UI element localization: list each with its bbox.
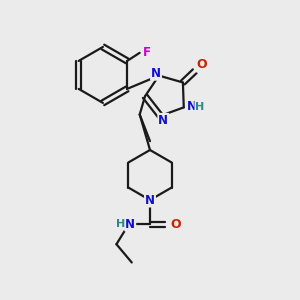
Text: N: N bbox=[145, 194, 155, 207]
Text: O: O bbox=[170, 218, 181, 231]
Text: N: N bbox=[151, 67, 161, 80]
Text: O: O bbox=[196, 58, 207, 71]
Text: N: N bbox=[158, 114, 168, 127]
Text: N: N bbox=[187, 100, 197, 113]
Text: N: N bbox=[125, 218, 135, 231]
Text: H: H bbox=[195, 102, 205, 112]
Text: F: F bbox=[142, 46, 150, 59]
Text: H: H bbox=[116, 219, 125, 229]
